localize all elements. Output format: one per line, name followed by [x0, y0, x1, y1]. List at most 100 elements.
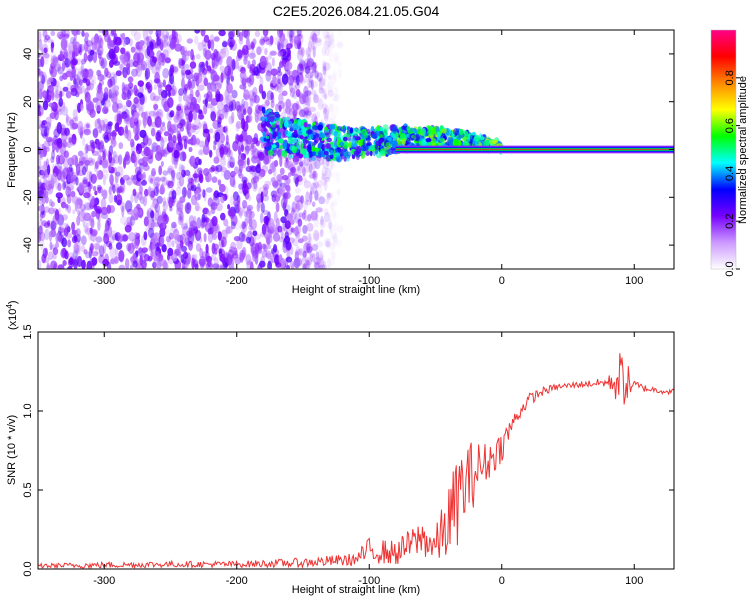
spectrogram-cell	[142, 156, 149, 163]
spectrogram-cell	[150, 194, 156, 201]
spectrogram-cell	[229, 100, 234, 112]
spectrogram-cell	[177, 213, 181, 221]
spectrogram-cell	[303, 110, 308, 119]
spectrogram-cell	[159, 176, 166, 182]
spectrogram-cell	[210, 111, 217, 122]
spectrogram-cell	[274, 83, 279, 92]
spectrogram-cell	[219, 265, 224, 269]
spectrogram-cell	[137, 92, 144, 99]
spectrogram-cell	[249, 165, 256, 172]
spectrogram-cell	[268, 231, 273, 238]
spectrogram-cell	[317, 256, 325, 268]
spectrogram-cell	[300, 47, 305, 57]
spectrogram-cell	[308, 163, 313, 174]
spectrogram-cell	[121, 233, 128, 243]
spectrogram-cell	[85, 222, 89, 233]
spectrogram-cell	[309, 211, 316, 222]
spectrogram-cell	[210, 253, 216, 261]
spectrogram-cell	[125, 177, 133, 186]
spectrogram-cell	[307, 213, 312, 222]
spectrogram-cell	[38, 141, 41, 148]
spectrogram-cell	[117, 126, 125, 136]
spectrogram-cell	[237, 204, 242, 216]
spectrogram-cell	[492, 139, 498, 145]
spectrogram-cell	[86, 260, 92, 269]
spectrogram-cell	[124, 200, 133, 213]
spectrogram-cell	[128, 155, 137, 163]
x-tick-label: 0	[499, 575, 505, 587]
spectrogram-cell	[301, 108, 305, 120]
spectrogram-cell	[278, 118, 284, 125]
spectrogram-cell	[174, 157, 178, 169]
spectrogram-cell	[245, 187, 250, 194]
spectrogram-cell	[262, 36, 270, 42]
spectrogram-cell	[258, 84, 264, 94]
spectrogram-cell	[314, 158, 321, 170]
spectrogram-cell	[55, 180, 60, 190]
spectrogram-cell	[126, 63, 131, 70]
spectrogram-cell	[98, 79, 105, 86]
spectrogram-cell	[167, 90, 171, 98]
spectrogram-cell	[333, 130, 338, 138]
spectrogram-cell	[169, 64, 175, 74]
spectrogram-cell	[43, 160, 48, 166]
spectrogram-cell	[222, 41, 228, 48]
spectrogram-cell	[245, 209, 253, 218]
spectrogram-cell	[44, 34, 51, 41]
spectrogram-cell	[101, 159, 109, 169]
spectrogram-cell	[133, 123, 140, 136]
spectrogram-cell	[120, 201, 126, 212]
spectrogram-cell	[183, 50, 189, 57]
spectrogram-cell	[237, 65, 244, 73]
spectrogram-cell	[226, 226, 233, 234]
spectrogram-cell	[297, 218, 303, 227]
spectrogram-cell	[94, 190, 98, 196]
spectrogram-cell	[331, 200, 338, 206]
spectrogram-cell	[104, 222, 108, 233]
spectrogram-cell	[161, 137, 168, 143]
spectrogram-cell	[150, 222, 156, 228]
spectrogram-cell	[259, 42, 265, 52]
spectrogram-cell	[309, 190, 313, 203]
spectrogram-cell	[331, 40, 336, 48]
spectrogram-cell	[108, 186, 112, 195]
spectrogram-cell	[301, 127, 308, 134]
spectrogram-cell	[97, 186, 102, 194]
spectrogram-cell	[238, 31, 243, 42]
spectrogram-cell	[141, 161, 149, 168]
spectrogram-cell	[294, 187, 302, 194]
spectrogram-cell	[94, 39, 101, 51]
spectrogram-cell	[143, 254, 150, 262]
spectrogram-cell	[100, 206, 108, 216]
spectrogram-cell	[229, 39, 235, 48]
spectrogram-cell	[270, 92, 275, 101]
spectrogram-cell	[166, 237, 172, 248]
spectrogram-cell	[122, 234, 129, 242]
spectrogram-cell	[246, 157, 250, 166]
spectrogram-cell	[262, 30, 269, 37]
spectrogram-cell	[135, 232, 141, 240]
spectrogram-cell	[73, 31, 77, 41]
spectrogram-cell	[198, 109, 203, 115]
spectrogram-cell	[167, 165, 175, 176]
spectrogram-cell	[167, 255, 175, 265]
spectrogram-cell	[296, 30, 302, 37]
spectrogram-cell	[156, 195, 163, 204]
spectrogram-cell	[257, 241, 262, 251]
spectrogram-cell	[309, 106, 317, 112]
spectrogram-cell	[198, 110, 204, 121]
spectrogram-cell	[112, 184, 116, 194]
spectrogram-cell	[146, 41, 154, 48]
spectrogram-cell	[194, 189, 201, 201]
spectrogram-cell	[162, 196, 166, 207]
spectrogram-cell	[118, 154, 123, 166]
spectrogram-cell	[59, 124, 66, 136]
spectrogram-cell	[49, 229, 56, 238]
spectrogram-cell	[329, 227, 333, 234]
spectrogram-cell	[453, 128, 459, 136]
spectrogram-cell	[153, 84, 157, 91]
spectrogram-cell	[155, 151, 163, 162]
spectrogram-cell	[61, 237, 68, 248]
spectrogram-cell	[230, 170, 236, 178]
